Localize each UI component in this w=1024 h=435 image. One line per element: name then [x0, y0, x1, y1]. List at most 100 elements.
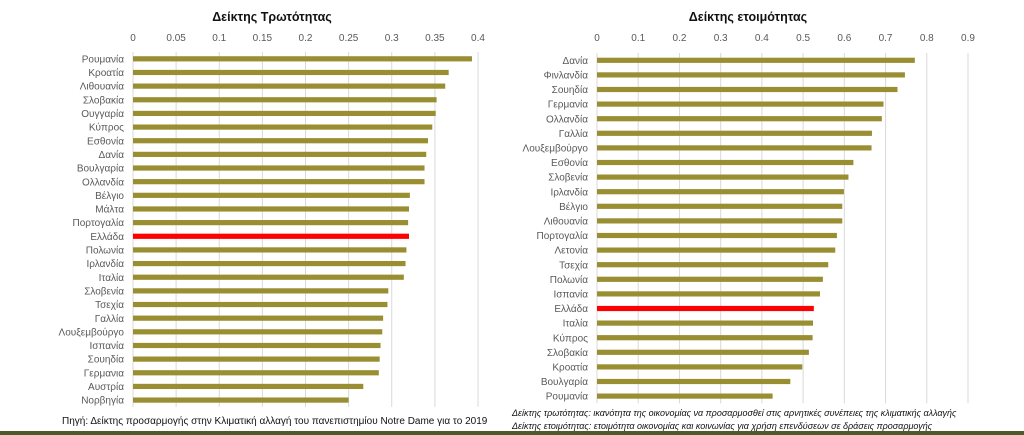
vulnerability-tick-label: 0.4 — [471, 33, 485, 44]
readiness-category-label: Λετονία — [554, 245, 588, 257]
vulnerability-category-label: Ολλανδία — [82, 176, 124, 188]
vulnerability-bar — [133, 220, 409, 226]
vulnerability-bar — [133, 83, 446, 89]
readiness-category-label: Σλοβακία — [547, 347, 588, 359]
vulnerability-bar — [133, 192, 410, 198]
vulnerability-category-label: Βουλγαρία — [77, 163, 124, 175]
vulnerability-bar — [133, 260, 406, 267]
vulnerability-bar — [133, 124, 433, 130]
readiness-bar — [597, 320, 814, 326]
vulnerability-bar — [133, 179, 425, 185]
vulnerability-category-label: Ελλάδα — [90, 231, 124, 243]
readiness-bar — [597, 262, 829, 268]
vulnerability-bar — [133, 69, 449, 76]
vulnerability-bar — [133, 165, 425, 171]
vulnerability-category-label: Τσεχία — [95, 299, 124, 311]
readiness-category-label: Ολλανδία — [546, 113, 588, 125]
vulnerability-category-label: Σουηδία — [88, 354, 125, 366]
readiness-bar — [597, 349, 809, 355]
vulnerability-bar — [133, 383, 364, 390]
readiness-bar — [597, 291, 821, 297]
vulnerability-category-label: Κροατία — [88, 67, 124, 79]
vulnerability-bar — [133, 288, 389, 294]
vulnerability-tick-label: 0.3 — [385, 33, 399, 44]
vulnerability-bar — [133, 97, 437, 103]
readiness-bar — [597, 393, 773, 399]
vulnerability-tick-label: 0 — [130, 33, 136, 44]
readiness-bar — [597, 203, 843, 209]
vulnerability-category-label: Ιταλία — [99, 272, 125, 284]
vulnerability-tick-label: 0.15 — [253, 33, 273, 44]
readiness-bar — [597, 189, 844, 195]
vulnerability-tick-label: 0.05 — [166, 33, 186, 44]
readiness-bar — [597, 247, 836, 253]
readiness-tick-label: 0.3 — [714, 33, 728, 44]
readiness-category-label: Βέλγιο — [559, 201, 588, 213]
readiness-bar — [597, 159, 854, 166]
readiness-tick-label: 0.6 — [837, 33, 851, 44]
vulnerability-category-label: Αυστρία — [88, 381, 124, 393]
readiness-category-label: Ιρλανδία — [551, 186, 589, 198]
readiness-category-label: Ιταλία — [563, 318, 589, 330]
readiness-bar — [597, 86, 898, 93]
readiness-bar — [597, 174, 849, 180]
vulnerability-bar — [133, 315, 384, 321]
vulnerability-category-label: Λιθουανία — [80, 81, 124, 93]
readiness-category-label: Πορτογαλία — [537, 230, 589, 242]
readiness-bar — [597, 57, 915, 63]
vulnerability-category-label: Ιρλανδία — [87, 258, 125, 270]
vulnerability-category-label: Λουξεμβούργο — [59, 326, 125, 338]
readiness-tick-label: 0.5 — [796, 33, 810, 44]
vulnerability-category-label: Μάλτα — [95, 204, 124, 216]
vulnerability-bar — [133, 56, 472, 62]
readiness-tick-label: 0.8 — [920, 33, 934, 44]
readiness-category-label: Κύπρος — [553, 332, 588, 344]
vulnerability-category-label: Γαλλία — [95, 313, 125, 325]
readiness-tick-label: 0.4 — [755, 33, 769, 44]
readiness-category-label: Σλοβενία — [548, 172, 588, 184]
readiness-bar — [597, 218, 843, 224]
vulnerability-category-label: Γερμανια — [84, 368, 124, 379]
vulnerability-bar — [133, 342, 381, 349]
vulnerability-category-label: Κύπρος — [89, 122, 124, 134]
vulnerability-category-label: Πορτογαλία — [73, 217, 125, 229]
readiness-category-label: Κροατία — [552, 362, 588, 374]
readiness-bar — [597, 335, 813, 341]
readiness-definition: Δείκτης ετοιμότητας: ετοιμότητα οικονομί… — [512, 421, 933, 431]
vulnerability-bar — [133, 274, 404, 280]
readiness-category-label: Βουλγαρία — [541, 376, 588, 388]
vulnerability-category-label: Εσθονία — [87, 135, 124, 147]
vulnerability-bar — [133, 206, 409, 212]
readiness-category-label: Τσεχία — [559, 259, 588, 271]
readiness-bar — [597, 145, 872, 151]
readiness-category-label: Πολωνία — [550, 274, 588, 286]
readiness-category-label: Γαλλία — [559, 128, 589, 140]
readiness-tick-label: 0.1 — [631, 33, 645, 44]
source-note: Πηγή: Δείκτης προσαρμογής στην Κλιματική… — [62, 416, 488, 427]
vulnerability-chart-title: Δείκτης Τρωτότητας — [212, 10, 332, 24]
vulnerability-bar — [133, 329, 383, 335]
readiness-bar-highlight — [597, 305, 814, 312]
vulnerability-tick-label: 0.2 — [299, 33, 313, 44]
vulnerability-bar — [133, 301, 388, 308]
vulnerability-bar — [133, 151, 427, 157]
readiness-tick-label: 0.9 — [961, 33, 975, 44]
vulnerability-category-label: Σλοβενία — [84, 285, 124, 297]
vulnerability-category-label: Σλοβακία — [83, 94, 124, 106]
readiness-category-label: Εσθονία — [551, 157, 588, 169]
vulnerability-category-label: Βέλγιο — [95, 190, 124, 202]
readiness-tick-label: 0.2 — [672, 33, 686, 44]
vulnerability-category-label: Ισπανία — [90, 340, 125, 352]
readiness-bar — [597, 130, 872, 136]
vulnerability-tick-label: 0.25 — [339, 33, 359, 44]
readiness-tick-label: 0 — [594, 33, 600, 44]
bottom-rule — [0, 431, 1024, 435]
vulnerability-category-label: Δανία — [99, 149, 125, 161]
readiness-bar — [597, 116, 882, 122]
vulnerability-tick-label: 0.35 — [425, 33, 445, 44]
vulnerability-bar-highlight — [133, 233, 409, 239]
readiness-category-label: Δανία — [563, 55, 589, 67]
readiness-bar — [597, 364, 803, 370]
readiness-category-label: Λουξεμβούργο — [523, 143, 589, 155]
